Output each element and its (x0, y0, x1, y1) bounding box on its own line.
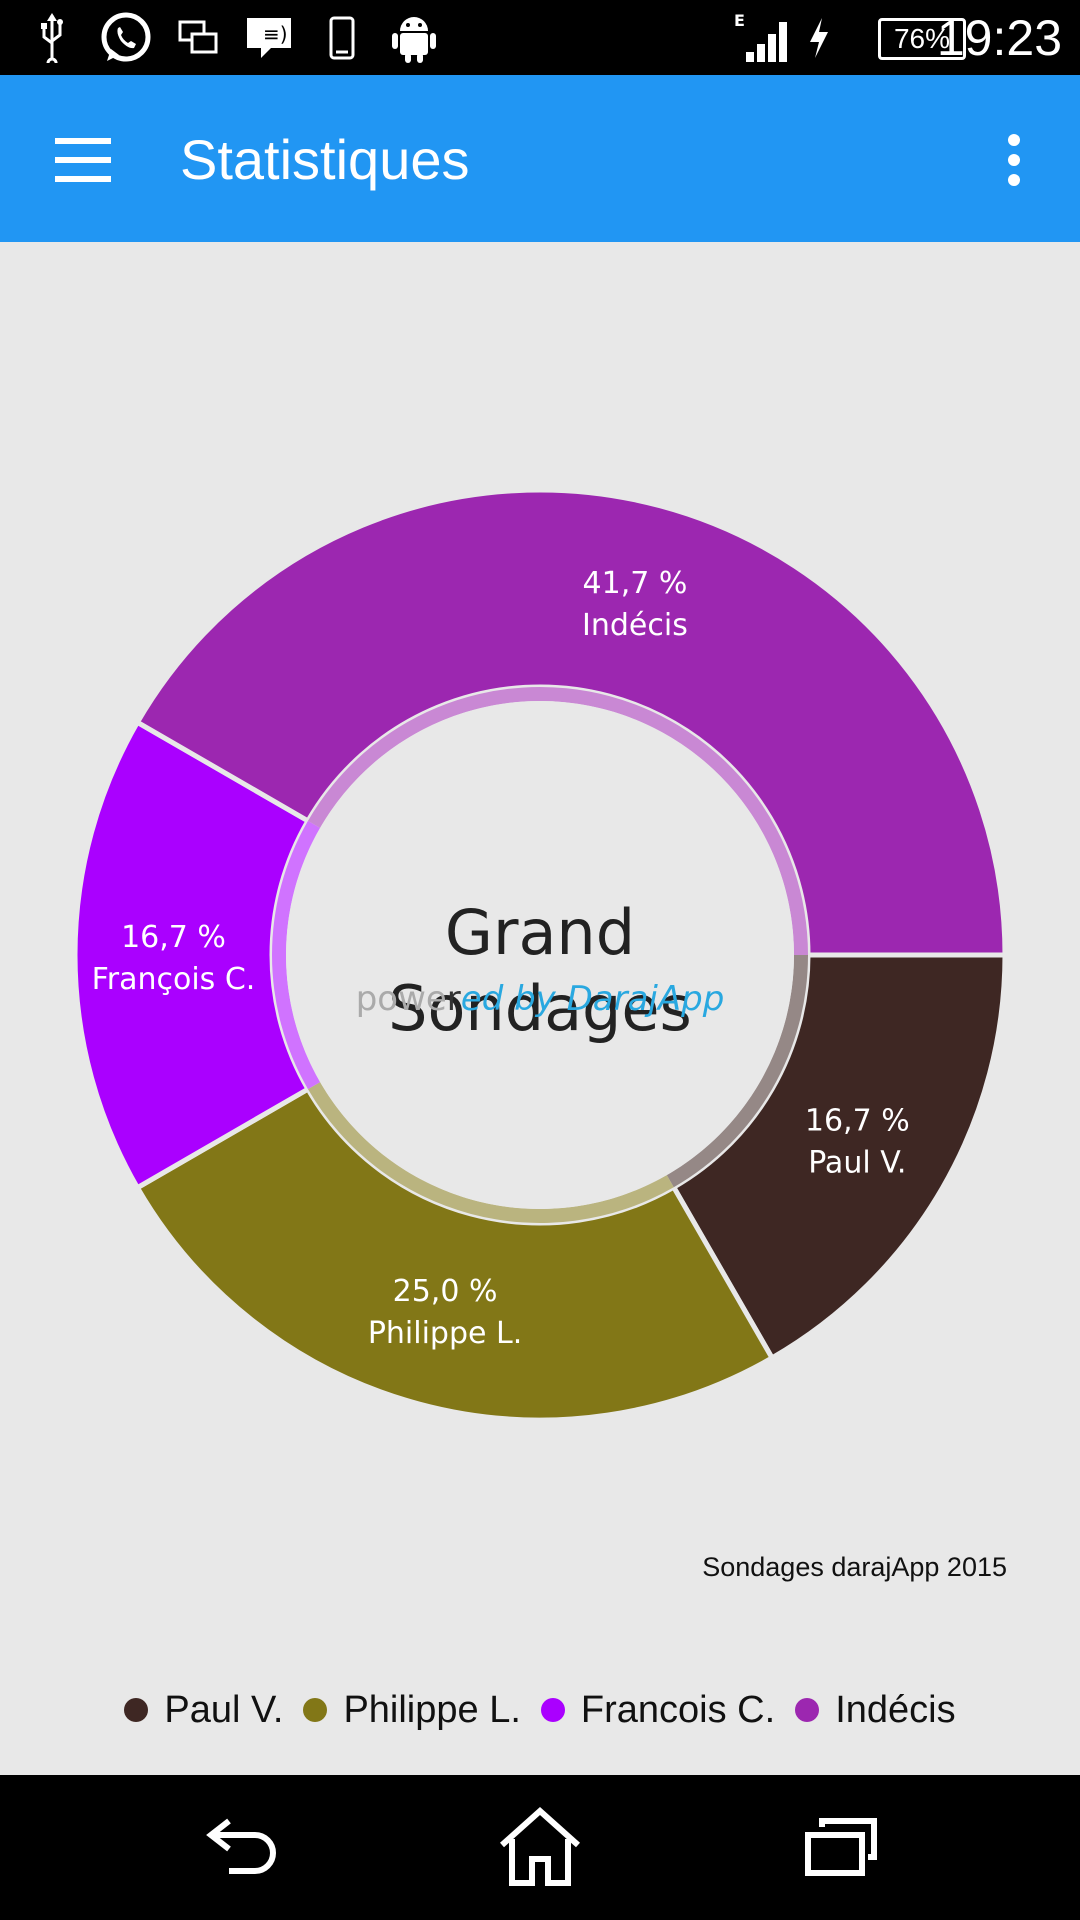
phone-device-icon (326, 12, 358, 64)
legend-item[interactable]: Indécis (795, 1685, 956, 1735)
legend-item[interactable]: Paul V. (124, 1685, 283, 1735)
donut-hole (286, 701, 794, 1209)
legend-color-dot (303, 1698, 328, 1722)
slice-value-label: 16,7 % (121, 920, 226, 955)
pie-slice-inner-band-3 (271, 820, 321, 1090)
chart-center-subtitle: powered by DarajApp (355, 979, 725, 1019)
slice-name-label: Philippe L. (368, 1316, 522, 1351)
hamburger-menu-icon[interactable] (40, 125, 130, 195)
usb-icon (32, 12, 72, 64)
footer-note: Sondages darajApp 2015 (702, 1552, 1007, 1582)
screen-cast-icon (176, 12, 220, 64)
svg-text:≡): ≡) (263, 22, 288, 46)
message-icon: ≡) (244, 12, 294, 64)
status-time: 19:23 (936, 10, 1062, 66)
legend-color-dot (795, 1698, 820, 1722)
battery-level: 76% (893, 23, 951, 54)
legend-label: Paul V. (164, 1689, 284, 1731)
slice-name-label: Indécis (582, 608, 688, 643)
battery-icon: 76% (878, 18, 966, 60)
status-bar: ≡) E 76% 19:23 (0, 0, 1080, 75)
whatsapp-icon (98, 12, 154, 64)
slice-name-label: François C. (92, 962, 256, 997)
page-title: Statistiques (180, 128, 470, 191)
signal-icon: E (732, 12, 792, 64)
legend-color-dot (540, 1698, 565, 1722)
app-bar: Statistiques (0, 75, 1080, 242)
donut-chart: 16,7 % Paul V. 25,0 % Philippe L. 16,7 % Fran… (72, 487, 1008, 1423)
slice-name-label: Paul V. (808, 1145, 906, 1180)
chart-legend: Paul V. Philippe L. Francois C. Indécis (0, 1685, 1080, 1735)
pie-slice-inner-band-1 (666, 955, 808, 1188)
android-icon (390, 12, 438, 64)
back-icon[interactable] (193, 1797, 293, 1897)
legend-item[interactable]: Francois C. (540, 1685, 776, 1735)
pie-slice-4[interactable] (134, 487, 1008, 958)
legend-label: Philippe L. (343, 1689, 521, 1731)
slice-value-label: 25,0 % (393, 1274, 498, 1309)
legend-label: Indécis (835, 1689, 956, 1731)
slice-value-label: 41,7 % (583, 566, 688, 601)
slice-value-label: 16,7 % (805, 1103, 910, 1138)
overflow-menu-icon[interactable] (990, 120, 1040, 200)
legend-label: Francois C. (580, 1689, 776, 1731)
home-icon[interactable] (490, 1797, 590, 1897)
charging-icon (804, 12, 834, 64)
recent-apps-icon[interactable] (790, 1797, 890, 1897)
network-type-label: E (734, 12, 745, 30)
chart-center-title: Grand Sondages (388, 896, 692, 1045)
navigation-bar (0, 1775, 1080, 1920)
legend-color-dot (124, 1698, 149, 1722)
legend-item[interactable]: Philippe L. (303, 1685, 521, 1735)
